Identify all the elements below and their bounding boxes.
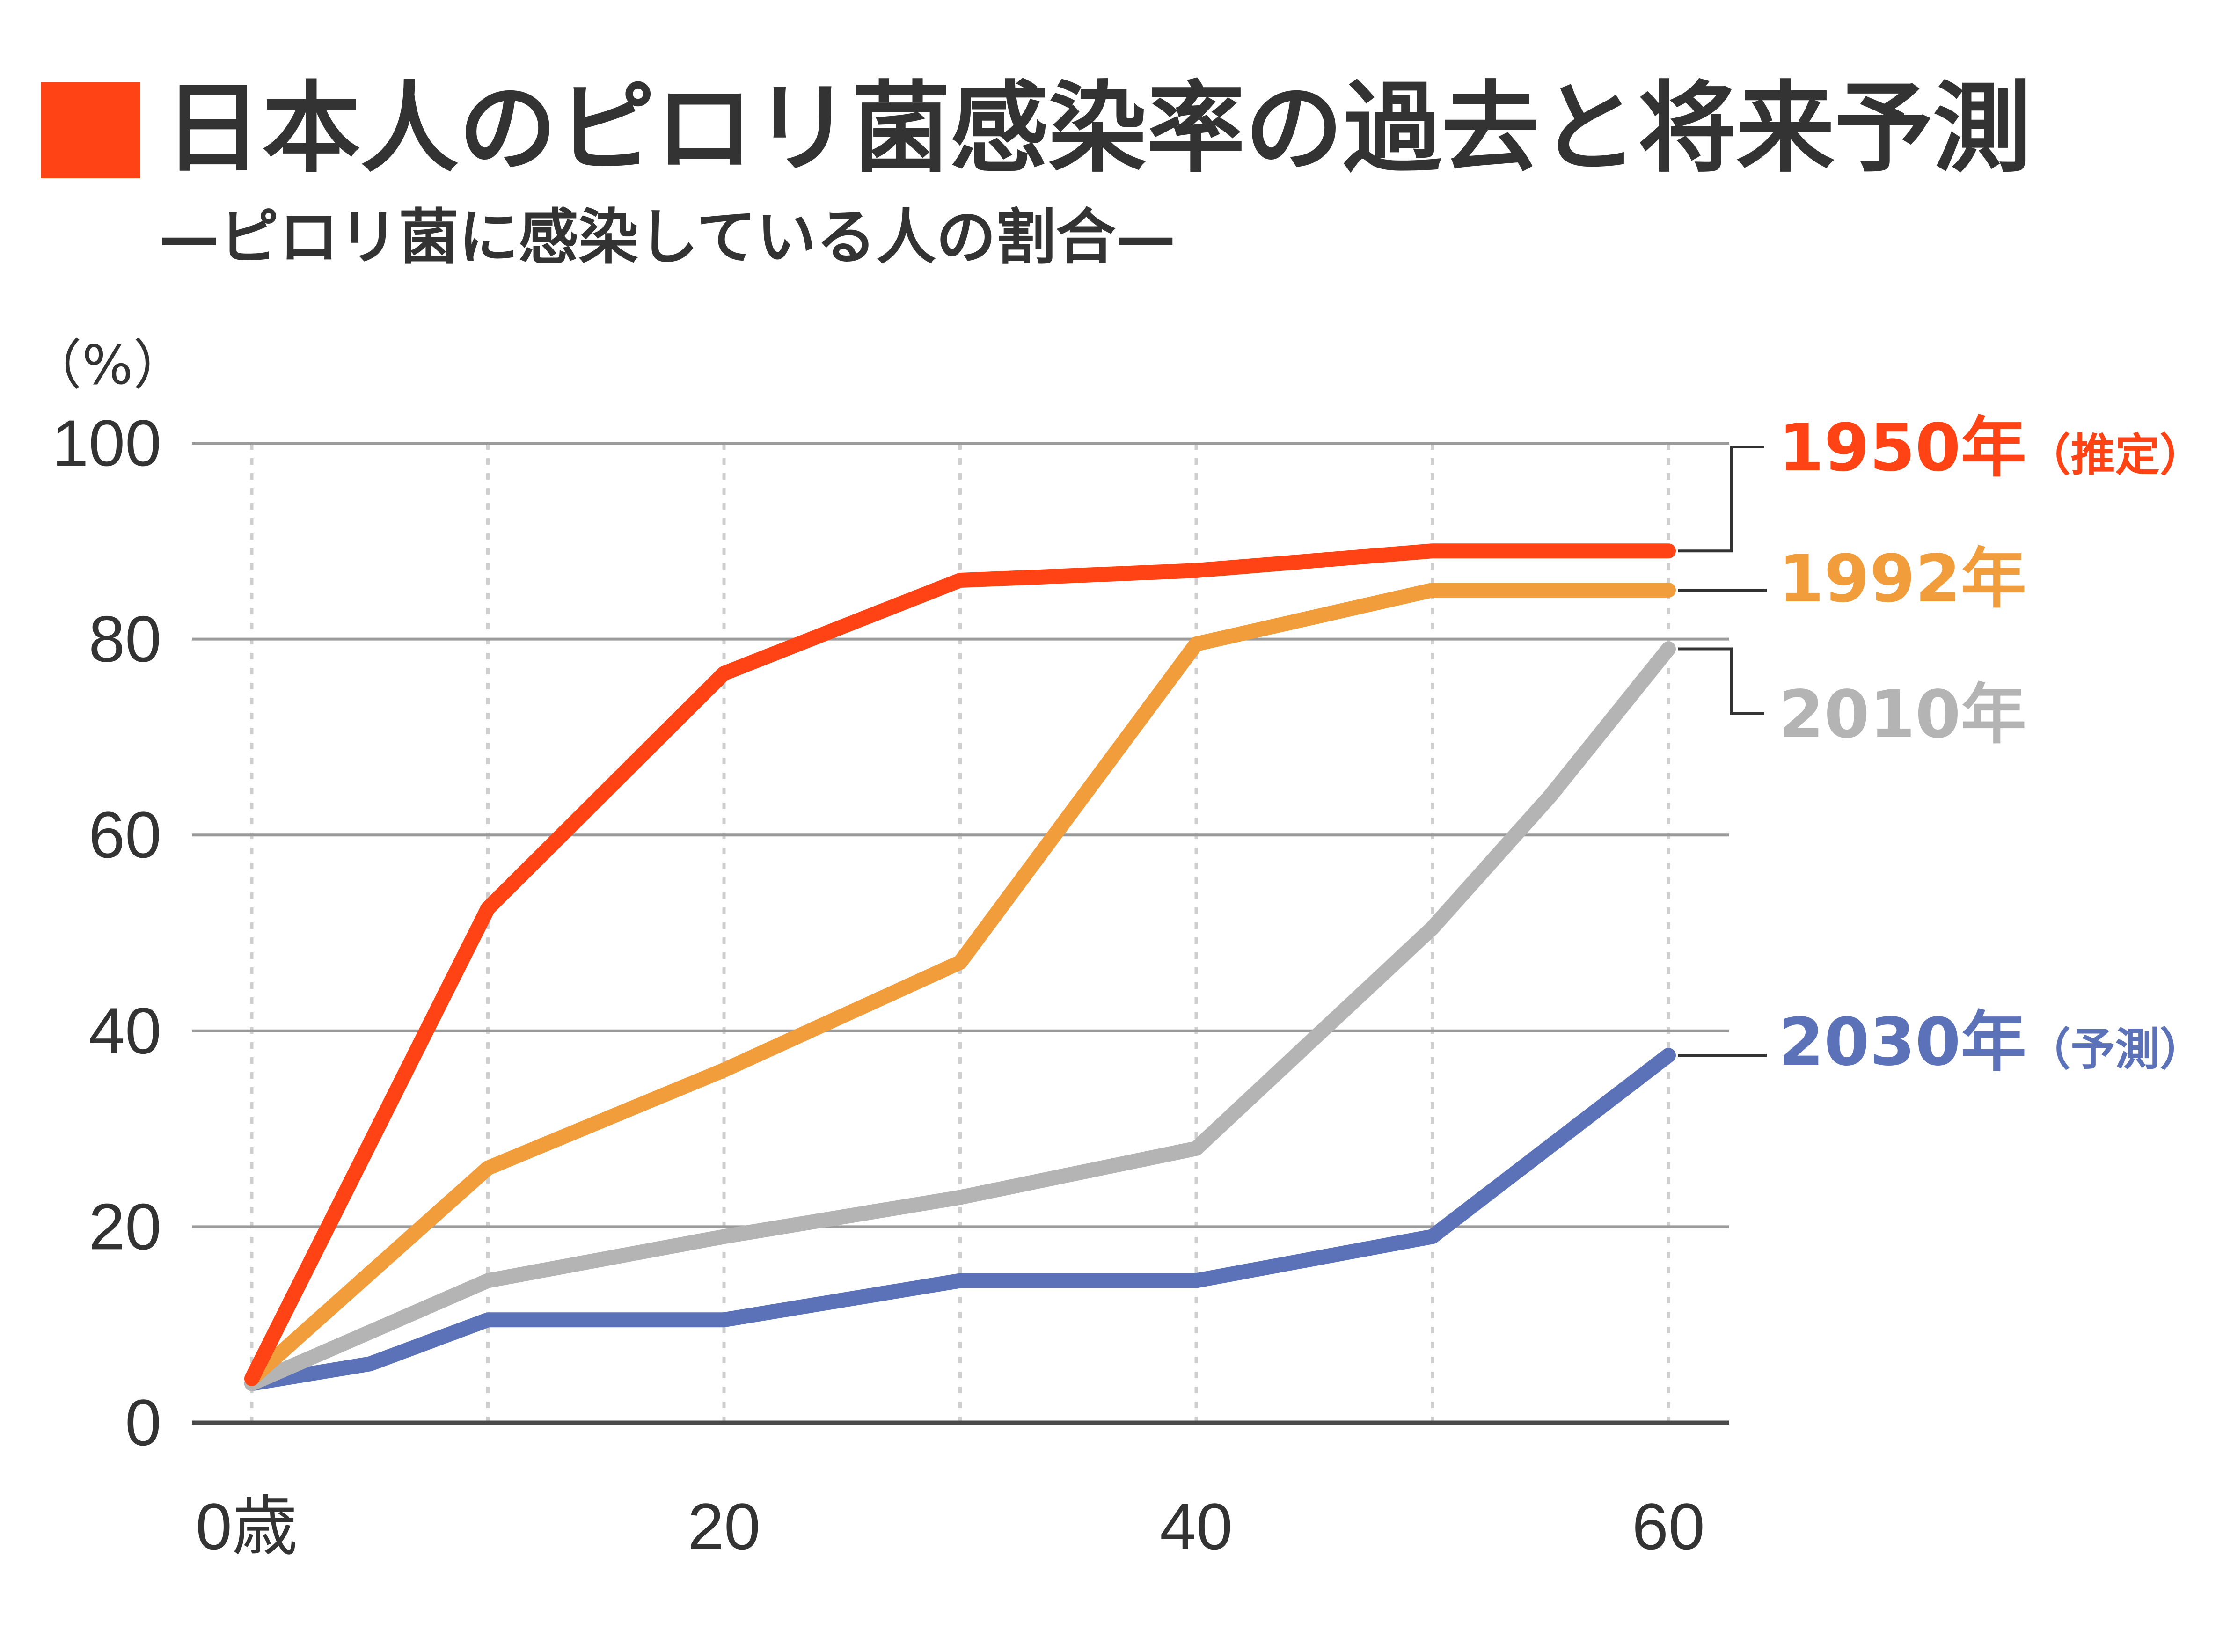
y-axis-ticks: 0 20 40 60 80 100 bbox=[52, 406, 161, 1459]
series-labels-layer: 1950年（推定） 1992年 2010年 2030年（予測） bbox=[1678, 410, 2204, 1081]
x-tick-label: 0歳 bbox=[196, 1490, 298, 1563]
series-label: 2030年（予測） bbox=[1778, 1004, 2204, 1081]
series-label-name: 1950年 bbox=[1778, 410, 2026, 486]
y-tick-label: 20 bbox=[88, 1190, 161, 1263]
y-axis-unit-label: （%） bbox=[28, 334, 187, 397]
series-label: 1950年（推定） bbox=[1778, 410, 2204, 486]
y-tick-label: 80 bbox=[88, 602, 161, 676]
chart-subtitle: —ピロリ菌に感染している人の割合— bbox=[159, 203, 1176, 272]
grid-layer bbox=[192, 442, 1729, 1425]
series-label-name: 2010年 bbox=[1778, 677, 2026, 753]
x-tick-label: 40 bbox=[1160, 1490, 1233, 1563]
title-marker-square bbox=[41, 82, 140, 178]
series-label-name: 2030年 bbox=[1778, 1004, 2026, 1081]
x-axis-ticks: 0歳 20 40 60 bbox=[196, 1490, 1705, 1563]
chart-title: 日本人のピロリ菌感染率の過去と将来予測 bbox=[164, 71, 2032, 186]
series-label: 1992年 bbox=[1778, 541, 2026, 617]
series-label: 2010年 bbox=[1778, 677, 2026, 753]
series-label-suffix: （予測） bbox=[2026, 1024, 2204, 1075]
y-tick-label: 40 bbox=[88, 994, 161, 1067]
series-line-2010 bbox=[244, 641, 1676, 1391]
series-line-1950 bbox=[244, 543, 1676, 1386]
series-layer bbox=[244, 543, 1676, 1391]
y-tick-label: 100 bbox=[52, 406, 161, 480]
series-label-name: 1992年 bbox=[1778, 541, 2026, 617]
series-label-suffix: （推定） bbox=[2026, 430, 2204, 481]
series-leader-line bbox=[1678, 647, 1764, 715]
series-leader-line bbox=[1678, 446, 1764, 553]
series-line-1992 bbox=[244, 583, 1676, 1386]
x-tick-label: 60 bbox=[1632, 1490, 1705, 1563]
y-tick-label: 0 bbox=[125, 1386, 161, 1459]
series-line-2030 bbox=[244, 1048, 1676, 1391]
y-tick-label: 60 bbox=[88, 798, 161, 871]
x-tick-label: 20 bbox=[687, 1490, 760, 1563]
